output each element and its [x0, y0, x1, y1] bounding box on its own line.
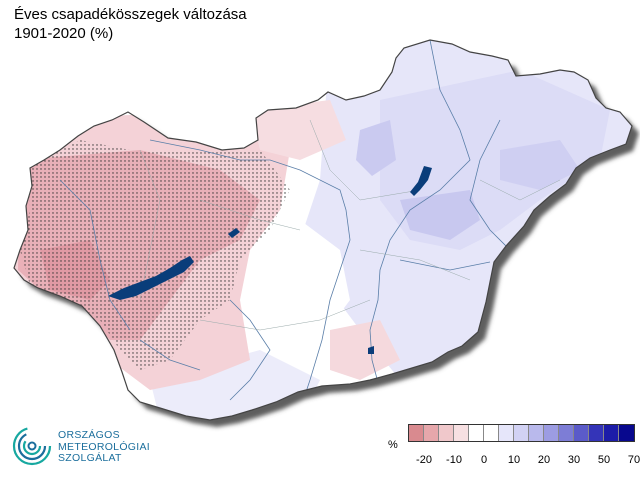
legend-swatch — [469, 425, 484, 441]
legend-swatch — [574, 425, 589, 441]
color-legend: % -20 -10 0 10 20 30 50 70 — [386, 424, 640, 474]
eastern-wet-patch — [500, 140, 580, 190]
legend-swatch — [484, 425, 499, 441]
significance-stipple — [20, 140, 290, 370]
logo-line-3: SZOLGÁLAT — [58, 452, 122, 464]
lake-tisza — [410, 166, 432, 196]
legend-swatch — [619, 425, 634, 441]
omsz-logo: ORSZÁGOS METEOROLÓGIAI SZOLGÁLAT — [10, 424, 170, 474]
legend-swatch — [589, 425, 604, 441]
southern-dry-patch — [330, 320, 400, 380]
map-subtitle: 1901-2020 (%) — [14, 25, 114, 42]
omsz-swirl-icon — [12, 426, 52, 466]
county-borders — [139, 119, 561, 331]
central-neutral-zone — [240, 220, 350, 360]
matra-wet-patch — [400, 190, 480, 240]
lake-velence — [228, 228, 240, 238]
logo-line-2: METEOROLÓGIAI — [58, 440, 150, 453]
legend-tick-label: 50 — [597, 454, 611, 466]
legend-swatch — [559, 425, 574, 441]
legend-swatch — [499, 425, 514, 441]
legend-unit: % — [388, 439, 398, 451]
legend-tick-label: -20 — [416, 454, 432, 466]
legend-tick-label: 20 — [537, 454, 551, 466]
legend-swatch — [544, 425, 559, 441]
north-dry-zone — [250, 100, 346, 160]
map-title: Éves csapadékösszegek változása — [14, 6, 247, 23]
logo-line-1: ORSZÁGOS — [58, 429, 120, 441]
lake-balaton — [108, 256, 194, 300]
legend-tick-label: -10 — [446, 454, 462, 466]
legend-color-bar — [408, 424, 635, 442]
legend-tick-label: 0 — [480, 454, 488, 466]
legend-tick-label: 70 — [627, 454, 640, 466]
legend-swatch — [604, 425, 619, 441]
north-wet-patch — [356, 120, 396, 176]
legend-swatch — [454, 425, 469, 441]
legend-tick-label: 30 — [567, 454, 581, 466]
lake-south — [368, 346, 374, 354]
legend-swatch — [439, 425, 454, 441]
legend-swatch — [529, 425, 544, 441]
rivers — [59, 40, 511, 411]
legend-swatch — [424, 425, 439, 441]
legend-swatch — [514, 425, 529, 441]
legend-tick-label: 10 — [507, 454, 521, 466]
legend-swatch — [409, 425, 424, 441]
